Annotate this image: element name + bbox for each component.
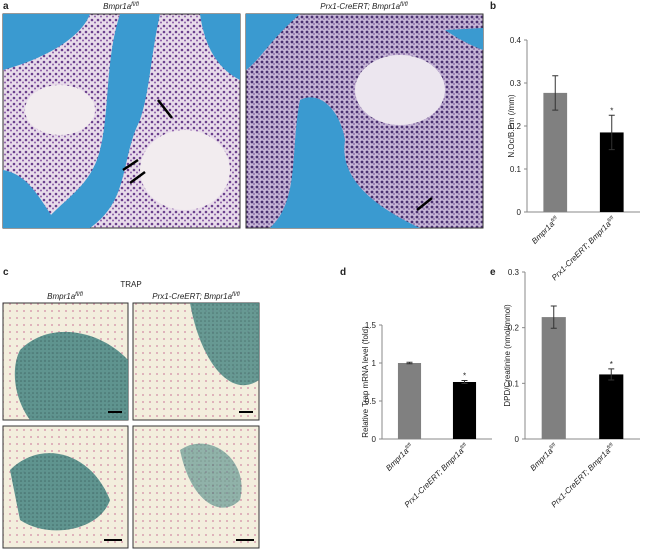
caption: Prx1-CreERT; Bmpr1afl/fl	[152, 292, 240, 301]
error-bar	[552, 75, 559, 111]
bar	[599, 132, 624, 212]
y-tick-label: 0.3	[510, 79, 522, 88]
bar	[543, 92, 568, 212]
panel-label: c	[3, 267, 9, 278]
error-bar	[608, 368, 615, 381]
x-tick-text: Prx1-CreERT; Bmpr1a	[550, 219, 613, 282]
x-tick-label: Prx1-CreERT; Bmpr1afl/fl	[549, 441, 617, 509]
y-tick-label: 0.4	[510, 36, 522, 45]
y-tick-label: 0.1	[510, 165, 522, 174]
x-tick-label: Bmpr1afl/fl	[528, 441, 559, 472]
significance: *	[610, 360, 613, 369]
caption-text: Bmpr1a	[47, 292, 76, 301]
caption-sup: fl/fl	[232, 292, 240, 298]
x-tick-label: Bmpr1afl/fl	[384, 441, 415, 472]
x-tick-sup: fl/fl	[459, 441, 468, 450]
caption-sup: fl/fl	[131, 2, 139, 8]
caption: Prx1-CreERT; Bmpr1afl/fl	[320, 2, 408, 11]
significance: *	[463, 371, 466, 380]
image-c	[2, 302, 260, 549]
stain-title: TRAP	[120, 280, 141, 289]
y-tick-label: 0.2	[510, 122, 522, 131]
bar	[452, 382, 477, 439]
image-a-left	[2, 13, 241, 229]
y-tick-label: 0.1	[508, 379, 520, 388]
x-tick-label: Prx1-CreERT; Bmpr1afl/fl	[403, 441, 471, 509]
bar	[541, 317, 566, 439]
error-bar	[406, 361, 413, 365]
error-bar	[461, 379, 468, 385]
y-axis-label: N.Oc/B.Pm (/mm)	[507, 94, 516, 157]
x-tick-sup: fl/fl	[548, 441, 557, 450]
x-tick-sup: fl/fl	[606, 214, 615, 223]
y-tick-label: 1.5	[365, 321, 377, 330]
x-tick-sup: fl/fl	[550, 214, 559, 223]
caption: Bmpr1afl/fl	[47, 292, 83, 301]
bar	[397, 363, 422, 439]
panel-label: e	[490, 267, 496, 278]
caption-sup: fl/fl	[75, 292, 83, 298]
y-axis-label: DPD/Creatinine (nmol/mmol)	[503, 304, 512, 407]
y-tick-label: 0.5	[365, 397, 377, 406]
x-tick-label: Bmpr1afl/fl	[530, 214, 561, 245]
y-tick-label: 0	[372, 435, 377, 444]
panel-label: b	[490, 1, 496, 12]
panel-label: d	[340, 267, 346, 278]
caption-text: Bmpr1a	[103, 2, 132, 11]
error-bar	[550, 305, 557, 329]
panel-label: a	[3, 1, 9, 12]
x-tick-text: Prx1-CreERT; Bmpr1a	[403, 446, 466, 509]
caption: Bmpr1afl/fl	[103, 2, 139, 11]
y-tick-label: 0	[515, 435, 520, 444]
error-bar	[608, 114, 615, 151]
x-tick-text: Prx1-CreERT; Bmpr1a	[549, 446, 612, 509]
y-tick-label: 0.3	[508, 268, 520, 277]
caption-text: Prx1-CreERT; Bmpr1a	[320, 2, 400, 11]
y-tick-label: 0.2	[508, 324, 520, 333]
y-axis-label: Relative Trap mRNA level (fold)	[361, 326, 370, 438]
x-tick-sup: fl/fl	[606, 441, 615, 450]
bar	[599, 374, 624, 439]
x-tick-sup: fl/fl	[404, 441, 413, 450]
y-tick-label: 0	[517, 208, 522, 217]
image-a-right	[245, 13, 484, 229]
x-tick-label: Prx1-CreERT; Bmpr1afl/fl	[550, 214, 618, 282]
caption-text: Prx1-CreERT; Bmpr1a	[152, 292, 232, 301]
significance: *	[610, 106, 613, 115]
y-tick-label: 1	[372, 359, 377, 368]
caption-sup: fl/fl	[400, 2, 408, 8]
